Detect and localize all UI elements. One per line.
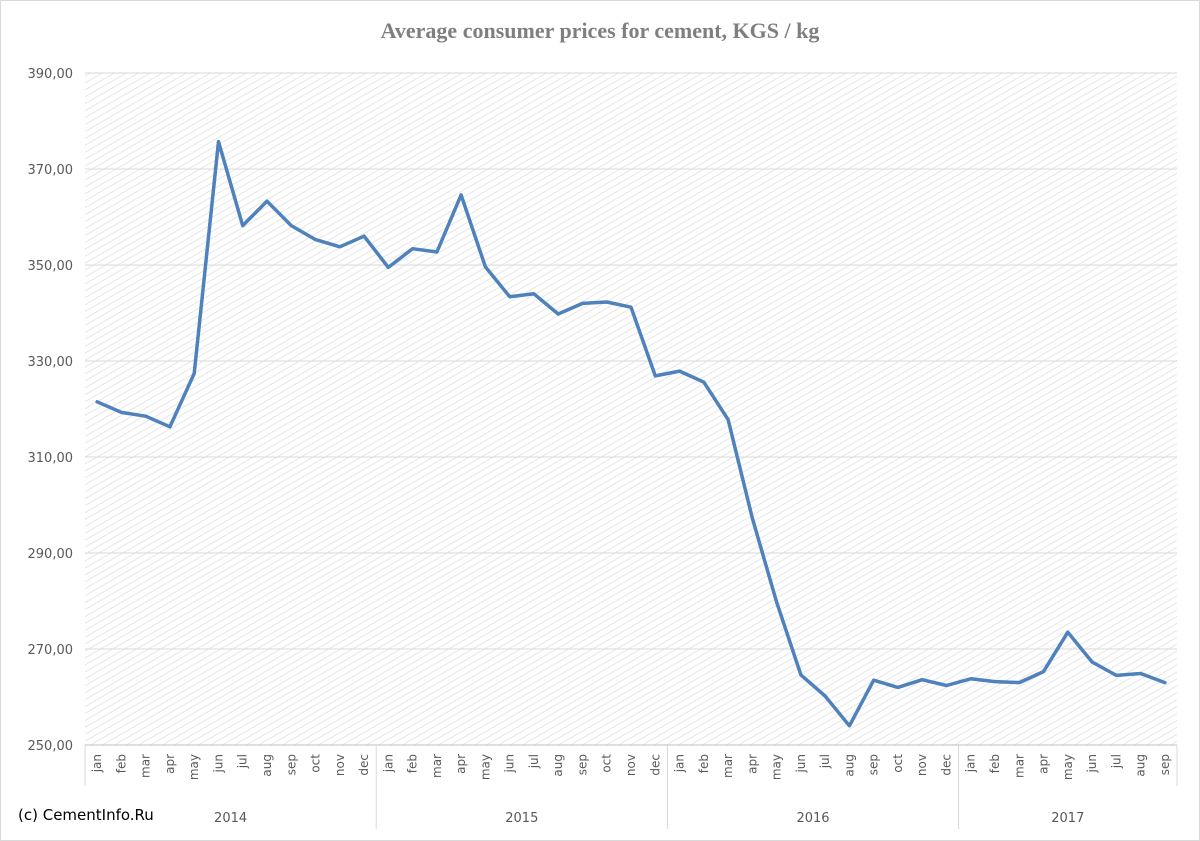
x-tick-label: jan — [381, 754, 395, 773]
x-tick-label: jul — [236, 754, 250, 769]
year-label: 2017 — [1051, 811, 1084, 826]
year-label: 2015 — [505, 811, 538, 826]
x-tick-label: apr — [745, 754, 759, 774]
chart-title: Average consumer prices for cement, KGS … — [380, 18, 820, 43]
x-tick-label: aug — [260, 754, 274, 777]
x-tick-label: feb — [406, 754, 420, 773]
y-tick-label: 350,00 — [28, 259, 74, 274]
x-tick-label: jun — [503, 754, 517, 774]
x-tick-label: mar — [430, 754, 444, 778]
y-tick-label: 250,00 — [28, 739, 74, 754]
x-tick-label: dec — [648, 754, 662, 776]
x-axis: jan feb mar apr may jun jul aug sep oct nov dec jan f… — [84, 744, 1178, 829]
x-tick-label: dec — [357, 754, 371, 776]
x-tick-label: apr — [1037, 754, 1051, 774]
x-tick-label: sep — [1158, 754, 1172, 775]
x-tick-label: aug — [1134, 754, 1148, 777]
x-tick-label: aug — [842, 754, 856, 777]
x-tick-label: jan — [964, 754, 978, 773]
credit-text: (c) CementInfo.Ru — [18, 806, 154, 824]
y-axis-ticks: 250,00 270,00 290,00 310,00 330,00 350,00 370,… — [28, 67, 74, 754]
x-tick-label: jul — [527, 754, 541, 769]
x-tick-label: jun — [1085, 754, 1099, 774]
y-tick-label: 330,00 — [28, 355, 74, 370]
x-tick-label: aug — [551, 754, 565, 777]
y-tick-label: 390,00 — [28, 67, 74, 82]
x-tick-label: apr — [163, 754, 177, 774]
x-tick-label: may — [187, 754, 201, 780]
x-tick-label: oct — [891, 754, 905, 773]
x-tick-label: may — [770, 754, 784, 780]
x-tick-label: mar — [139, 754, 153, 778]
x-tick-label: jun — [211, 754, 225, 774]
y-tick-label: 310,00 — [28, 451, 74, 466]
x-tick-label: jun — [794, 754, 808, 774]
x-tick-label: may — [478, 754, 492, 780]
y-tick-label: 290,00 — [28, 547, 74, 562]
x-tick-label: jul — [1109, 754, 1123, 769]
x-tick-label: mar — [721, 754, 735, 778]
y-tick-label: 370,00 — [28, 163, 74, 178]
x-tick-label: jan — [90, 754, 104, 773]
year-label: 2016 — [796, 811, 829, 826]
x-tick-label: jul — [818, 754, 832, 769]
x-tick-label: sep — [867, 754, 881, 775]
x-tick-label: dec — [939, 754, 953, 776]
x-tick-label: feb — [114, 754, 128, 773]
x-tick-label: sep — [284, 754, 298, 775]
x-tick-label: oct — [600, 754, 614, 773]
x-tick-label: oct — [309, 754, 323, 773]
x-tick-label: sep — [575, 754, 589, 775]
x-tick-label: jan — [673, 754, 687, 773]
x-tick-label: nov — [333, 754, 347, 776]
x-tick-label: may — [1061, 754, 1075, 780]
x-tick-label: feb — [697, 754, 711, 773]
series-line — [95, 139, 1167, 728]
price-series-line — [95, 139, 1167, 728]
year-label: 2014 — [214, 811, 247, 826]
x-tick-label: feb — [988, 754, 1002, 773]
x-tick-label: apr — [454, 754, 468, 774]
x-tick-label: nov — [915, 754, 929, 776]
y-tick-label: 270,00 — [28, 643, 74, 658]
plot-area — [85, 73, 1177, 745]
x-tick-label: mar — [1012, 754, 1026, 778]
x-tick-label: nov — [624, 754, 638, 776]
